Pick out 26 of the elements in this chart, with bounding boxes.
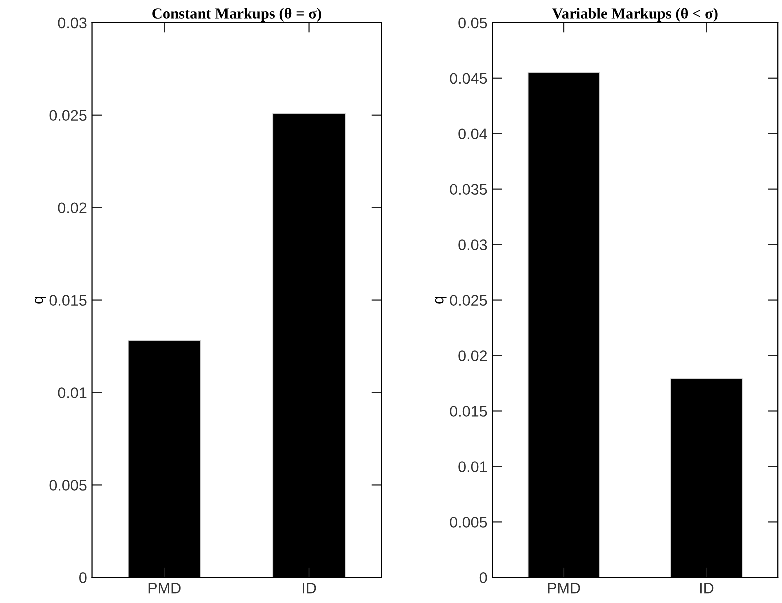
y-tick-label: 0.035 <box>450 184 488 196</box>
y-tick-label: 0.005 <box>450 517 488 528</box>
x-tick-label: ID <box>303 583 316 594</box>
y-axis-title: q <box>435 297 447 304</box>
y-tick-label: 0 <box>480 572 488 584</box>
x-tick-label: ID <box>700 583 714 594</box>
x-tick-label: PMD <box>148 583 181 594</box>
y-tick-label: 0.015 <box>50 295 87 306</box>
y-tick-label: 0.015 <box>450 406 488 417</box>
chart-title: Variable Markups (θ < σ) <box>552 8 718 22</box>
y-tick-label: 0.03 <box>458 240 488 251</box>
chart-title: Constant Markups (θ = σ) <box>152 8 322 22</box>
y-tick-label: 0.01 <box>458 462 488 472</box>
y-tick-label: 0.04 <box>458 128 488 140</box>
y-tick-label: 0 <box>80 572 87 584</box>
y-tick-label: 0.025 <box>50 110 87 122</box>
y-tick-label: 0.025 <box>450 295 488 306</box>
y-tick-label: 0.005 <box>50 480 87 491</box>
y-tick-label: 0.03 <box>58 18 87 29</box>
y-tick-label: 0.02 <box>58 202 87 214</box>
y-tick-label: 0.02 <box>458 350 488 362</box>
y-tick-label: 0.01 <box>58 388 87 398</box>
x-tick-label: PMD <box>548 583 580 594</box>
y-tick-label: 0.05 <box>458 18 488 29</box>
y-tick-label: 0.045 <box>450 73 488 84</box>
y-axis-title: q <box>35 297 46 304</box>
